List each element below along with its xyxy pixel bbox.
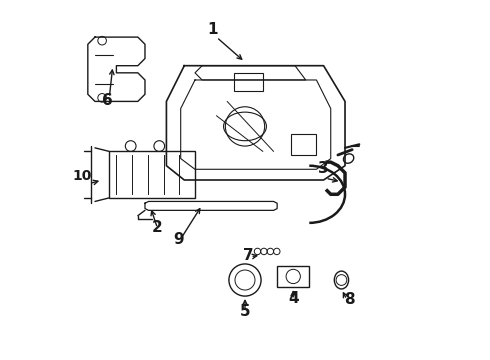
- Text: 3: 3: [318, 161, 329, 176]
- Text: 9: 9: [173, 231, 184, 247]
- Text: 5: 5: [240, 305, 250, 319]
- Text: 1: 1: [208, 22, 218, 36]
- Text: 4: 4: [288, 291, 298, 306]
- Text: 6: 6: [102, 93, 113, 108]
- Text: 10: 10: [73, 169, 92, 183]
- Text: 8: 8: [344, 292, 355, 307]
- Text: 7: 7: [243, 248, 254, 264]
- Text: 2: 2: [152, 220, 163, 235]
